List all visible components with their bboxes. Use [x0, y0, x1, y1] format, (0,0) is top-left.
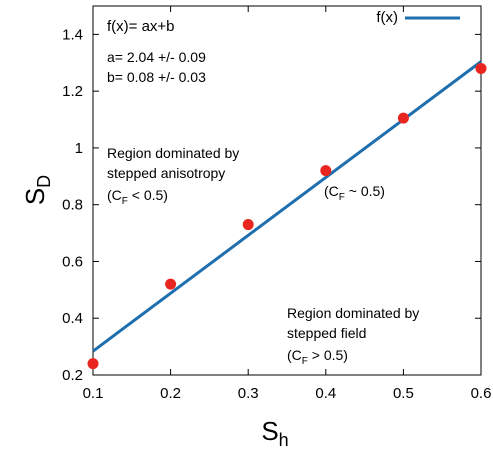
region2-line1: Region dominated by	[287, 305, 419, 321]
data-point	[475, 62, 487, 74]
fit-b-label: b= 0.08 +/- 0.03	[107, 69, 206, 85]
x-tick-label: 0.4	[315, 385, 336, 402]
region1-line3: (CF < 0.5)	[107, 187, 168, 207]
fit-line	[92, 60, 482, 353]
region2-line3: (CF > 0.5)	[287, 347, 348, 367]
region1-line2: stepped anisotropy	[107, 165, 225, 181]
data-point	[242, 219, 254, 231]
plot-frame	[92, 5, 482, 376]
legend: f(x)	[376, 9, 460, 26]
y-tick-label: 0.2	[62, 367, 83, 384]
y-tick-label: 0.8	[62, 197, 83, 214]
x-tick-label: 0.6	[471, 385, 492, 402]
x-tick-label: 0.1	[83, 385, 104, 402]
data-point	[397, 112, 409, 124]
legend-label: f(x)	[376, 9, 398, 26]
y-tick-label: 1	[75, 140, 83, 157]
equation-label: f(x)= ax+b	[107, 18, 175, 35]
y-tick-label: 1.2	[62, 83, 83, 100]
fit-a-label: a= 2.04 +/- 0.09	[107, 49, 206, 65]
series-layer	[87, 60, 487, 370]
y-tick-label: 0.6	[62, 253, 83, 270]
x-axis: 0.1 0.2 0.3 0.4 0.5 0.6	[83, 6, 492, 402]
x-tick-label: 0.5	[393, 385, 414, 402]
region1-line1: Region dominated by	[107, 145, 239, 161]
data-point	[165, 278, 177, 290]
y-tick-label: 1.4	[62, 26, 83, 43]
x-axis-title: Sh	[261, 416, 288, 450]
y-axis: 0.2 0.4 0.6 0.8 1 1.2 1.4	[62, 26, 481, 384]
data-point	[320, 165, 332, 177]
mid-annotation: (CF ~ 0.5)	[324, 183, 385, 203]
x-tick-label: 0.2	[160, 385, 181, 402]
data-point	[87, 358, 99, 370]
x-tick-label: 0.3	[238, 385, 259, 402]
region2-line2: stepped field	[287, 325, 366, 341]
y-axis-title: SD	[20, 175, 54, 205]
y-tick-label: 0.4	[62, 310, 83, 327]
